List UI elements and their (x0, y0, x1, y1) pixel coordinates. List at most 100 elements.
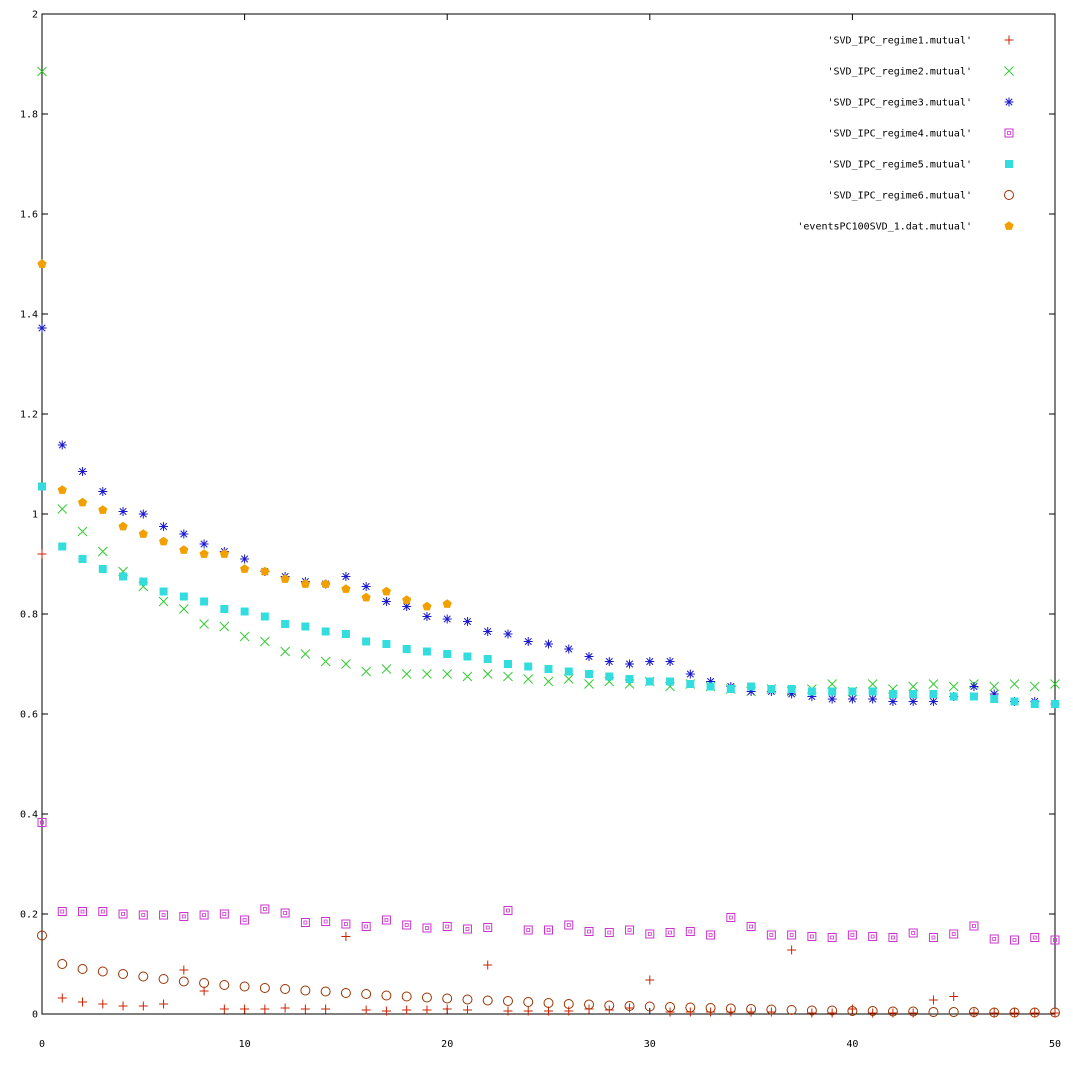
data-point-shape (321, 627, 330, 636)
data-point-shape (746, 922, 756, 931)
data-point-shape (666, 677, 675, 686)
data-point (949, 992, 959, 1001)
data-point-inner (587, 929, 591, 934)
data-point (98, 487, 108, 496)
data-point (422, 923, 432, 933)
data-point-shape (908, 1006, 919, 1017)
data-point (118, 969, 129, 979)
data-point (78, 555, 87, 563)
data-point (1009, 1007, 1020, 1018)
data-point (240, 554, 250, 564)
data-point-shape (928, 1007, 939, 1017)
data-point-shape (361, 989, 372, 999)
legend: 'SVD_IPC_regime1.mutual' 'SVD_IPC_regime2… (797, 35, 1014, 233)
data-point-shape (989, 1008, 999, 1018)
data-point-shape (848, 687, 857, 696)
data-point (969, 682, 979, 691)
data-point (341, 630, 350, 638)
data-point (888, 933, 898, 942)
data-point (847, 1004, 857, 1014)
data-point (463, 652, 472, 661)
data-point-shape (159, 522, 169, 531)
data-point-shape (443, 650, 452, 658)
data-point (807, 687, 816, 696)
data-point-shape (787, 945, 797, 955)
data-point-shape (462, 671, 473, 682)
data-point-inner (161, 913, 166, 917)
data-point-shape (401, 991, 412, 1002)
data-point-inner (546, 928, 551, 932)
data-point-shape (240, 1004, 250, 1014)
data-point-shape (422, 923, 432, 933)
data-point (564, 667, 573, 676)
legend-marker-shape (1004, 128, 1014, 138)
data-point (827, 933, 837, 942)
legend-label: 'SVD_IPC_regime4.mutual' (828, 129, 973, 140)
data-point (260, 566, 270, 576)
data-point-shape (990, 695, 999, 703)
data-point-shape (260, 904, 270, 914)
data-point-shape (969, 682, 979, 691)
data-point-shape (462, 617, 472, 626)
data-point (706, 930, 716, 940)
data-point-shape (787, 685, 796, 693)
data-point-shape (706, 930, 716, 940)
legend-label: 'SVD_IPC_regime3.mutual' (828, 98, 973, 109)
data-point (381, 990, 392, 1001)
data-point-shape (382, 640, 391, 648)
series-7 (37, 259, 452, 611)
data-point-shape (888, 697, 898, 706)
data-point (685, 927, 695, 936)
data-point-shape (645, 975, 655, 985)
data-point-shape (361, 1005, 371, 1015)
data-point-shape (260, 566, 270, 576)
data-point (563, 999, 574, 1009)
data-point-shape (665, 657, 675, 666)
data-point-shape (341, 932, 351, 941)
data-point (401, 669, 412, 679)
legend-marker (1004, 66, 1014, 76)
data-point-shape (78, 555, 87, 563)
data-point (847, 1006, 858, 1016)
data-point (321, 579, 331, 588)
data-point-shape (37, 549, 47, 559)
data-point-inner (809, 934, 814, 939)
data-point-shape (747, 682, 756, 691)
data-point-shape (584, 927, 594, 936)
data-point-shape (361, 592, 371, 602)
data-point (544, 925, 553, 935)
data-point-shape (483, 655, 492, 663)
data-point-shape (1030, 1008, 1040, 1018)
data-point (340, 988, 351, 998)
data-point-shape (199, 549, 209, 558)
data-point (625, 659, 635, 669)
data-point-shape (361, 922, 371, 931)
data-point-shape (766, 1004, 777, 1015)
data-point (725, 1003, 736, 1014)
data-point-inner (728, 915, 733, 920)
data-point-shape (585, 670, 594, 678)
data-point (564, 644, 574, 654)
data-point-shape (807, 932, 817, 941)
data-point-shape (422, 669, 432, 679)
data-point (260, 612, 269, 621)
data-point (139, 577, 148, 586)
data-point-shape (686, 680, 695, 688)
data-point-inner (283, 911, 288, 915)
data-point-shape (463, 652, 472, 661)
series-5 (38, 482, 1059, 708)
data-point-shape (321, 1004, 331, 1014)
data-point-inner (1053, 938, 1057, 942)
data-point-shape (57, 485, 67, 494)
data-point-inner (141, 913, 146, 917)
data-point (584, 679, 594, 689)
data-point (928, 697, 938, 706)
data-point (341, 659, 351, 669)
data-point (989, 934, 999, 944)
data-point (989, 1007, 1000, 1018)
legend-marker (1004, 190, 1014, 200)
data-point (807, 1008, 817, 1018)
data-point-inner (506, 908, 510, 913)
data-point-shape (867, 679, 878, 689)
data-point (645, 657, 655, 666)
